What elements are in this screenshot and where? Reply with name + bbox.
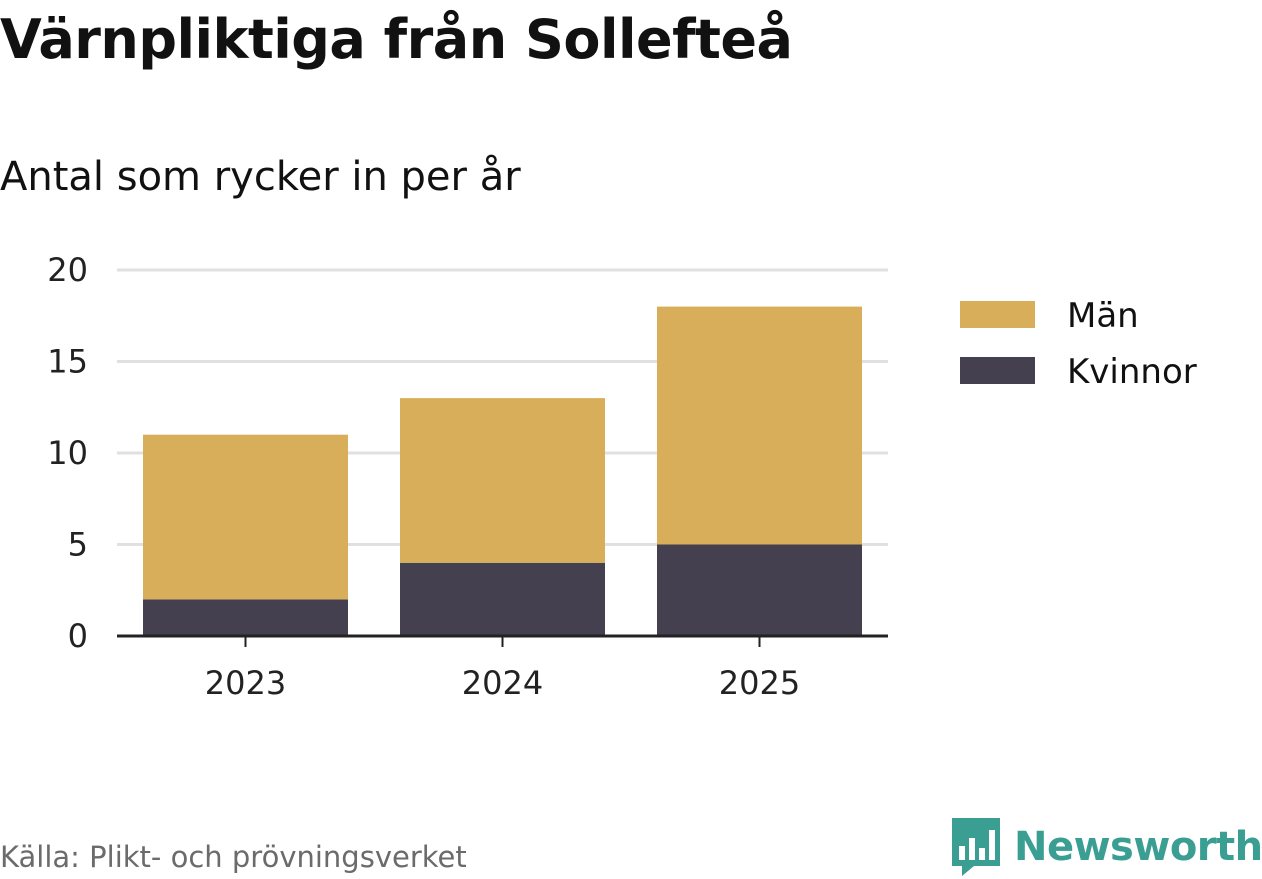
bar-män-2023 xyxy=(143,434,348,600)
bar-kvinnor-2024 xyxy=(400,562,605,636)
chart-subtitle: Antal som rycker in per år xyxy=(0,154,521,200)
chart-title: Värnpliktiga från Sollefteå xyxy=(0,8,793,71)
y-tick-label: 0 xyxy=(68,617,88,655)
x-tick-label: 2024 xyxy=(462,664,543,702)
legend-label-kvinnor: Kvinnor xyxy=(1067,352,1197,392)
legend-swatch-kvinnor xyxy=(960,357,1035,384)
y-tick-label: 10 xyxy=(47,434,88,472)
y-tick-label: 5 xyxy=(68,526,88,564)
legend-swatch-män xyxy=(960,301,1035,328)
legend: Män Kvinnor xyxy=(960,296,1197,392)
legend-label-män: Män xyxy=(1067,296,1139,336)
brand: Newsworthy xyxy=(952,818,1262,876)
source-note: Källa: Plikt- och prövningsverket xyxy=(0,840,467,874)
axes: 0 5 10 15 20 2023 2024 2025 xyxy=(47,251,888,702)
bar-kvinnor-2023 xyxy=(143,599,348,636)
bar-kvinnor-2025 xyxy=(657,544,862,636)
x-tick-label: 2023 xyxy=(205,664,286,702)
stacked-bar-chart: 0 5 10 15 20 2023 2024 2025 Män Kvinnor xyxy=(47,251,1197,702)
x-tick-label: 2025 xyxy=(719,664,800,702)
newsworthy-logo-icon xyxy=(952,818,1000,876)
y-tick-label: 20 xyxy=(47,251,88,289)
bar-män-2024 xyxy=(400,398,605,563)
bar-män-2025 xyxy=(657,306,862,545)
brand-name: Newsworthy xyxy=(1014,824,1262,870)
y-tick-label: 15 xyxy=(47,343,88,381)
bars xyxy=(143,306,862,636)
